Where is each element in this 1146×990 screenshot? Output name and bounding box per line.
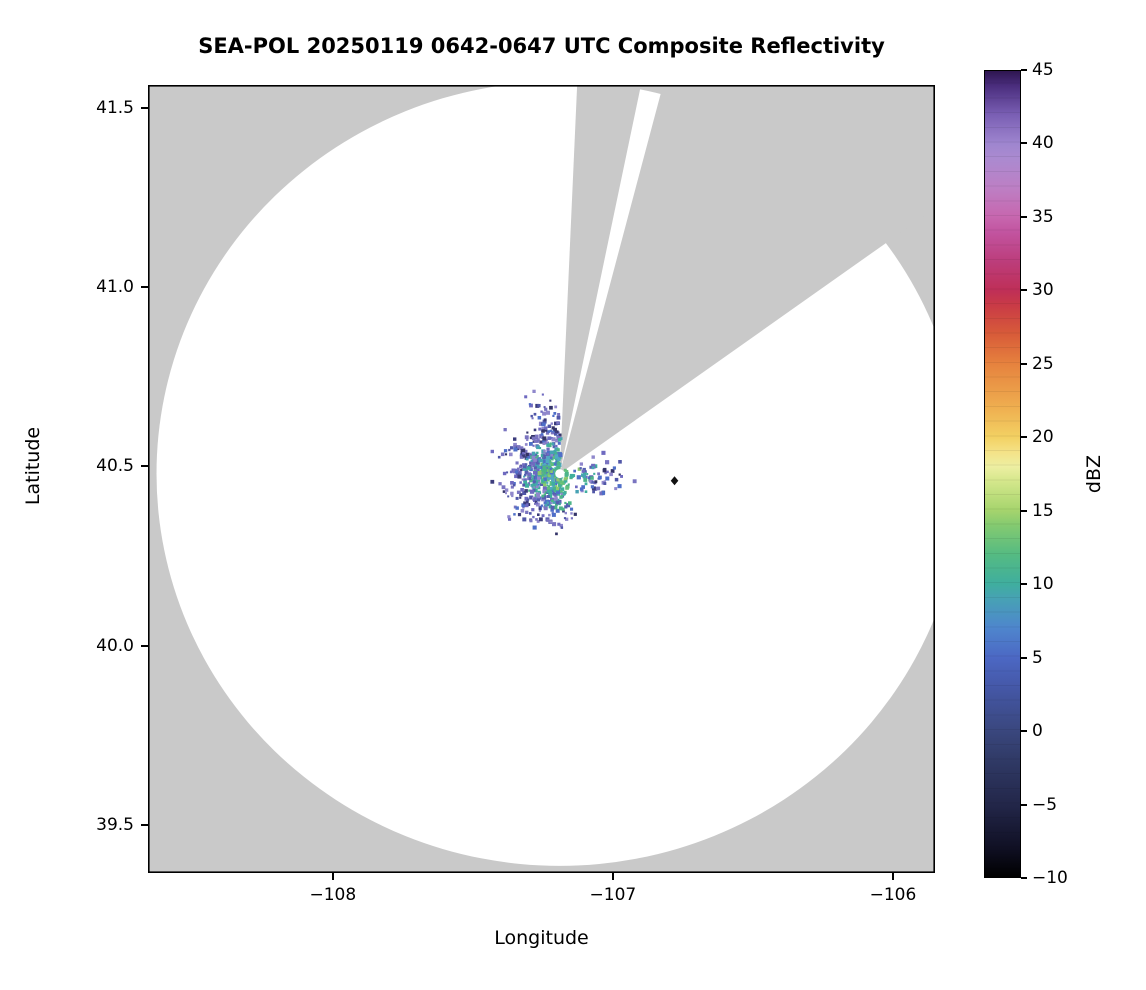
colorbar-tick-mark — [1021, 509, 1027, 512]
colorbar-tick-label: 30 — [1032, 280, 1054, 301]
y-tick-label: 39.5 — [96, 814, 134, 835]
y-tick-mark — [141, 465, 148, 468]
colorbar-tick-mark — [1021, 142, 1027, 145]
radar-plot-area — [148, 85, 935, 873]
chart-title: SEA-POL 20250119 0642-0647 UTC Composite… — [198, 34, 885, 58]
y-axis-label: Latitude — [22, 426, 44, 506]
colorbar-tick-label: 45 — [1032, 60, 1054, 80]
plot-border — [148, 85, 935, 873]
colorbar — [984, 70, 1021, 878]
colorbar-tick-mark — [1021, 215, 1027, 218]
colorbar-tick-label: −5 — [1032, 794, 1058, 815]
colorbar-tick-label: 35 — [1032, 206, 1054, 227]
y-tick-mark — [141, 823, 148, 826]
colorbar-tick-mark — [1021, 730, 1027, 733]
colorbar-tick-label: 20 — [1032, 427, 1054, 448]
colorbar-tick-mark — [1021, 583, 1027, 586]
x-tick-label: −106 — [869, 885, 917, 905]
x-tick-mark — [891, 873, 894, 880]
colorbar-tick-mark — [1021, 436, 1027, 439]
colorbar-tick-label: 15 — [1032, 500, 1054, 521]
y-tick-label: 40.0 — [96, 635, 134, 656]
colorbar-tick-label: 0 — [1032, 721, 1043, 742]
x-tick-label: −107 — [589, 885, 637, 905]
x-tick-label: −108 — [309, 885, 357, 905]
echo-speckles — [490, 389, 637, 536]
colorbar-tick-mark — [1021, 656, 1027, 659]
y-tick-mark — [141, 286, 148, 289]
y-tick-label: 40.5 — [96, 456, 134, 477]
colorbar-tick-mark — [1021, 69, 1027, 71]
colorbar-tick-mark — [1021, 362, 1027, 365]
site-diamond-marker — [670, 476, 679, 486]
y-tick-label: 41.0 — [96, 277, 134, 298]
colorbar-tick-label: 5 — [1032, 647, 1043, 668]
colorbar-tick-mark — [1021, 289, 1027, 292]
x-tick-mark — [331, 873, 334, 880]
blocked-sector — [559, 85, 935, 474]
colorbar-tick-mark — [1021, 877, 1027, 879]
colorbar-tick-label: 25 — [1032, 353, 1054, 374]
colorbar-tick-label: 10 — [1032, 574, 1054, 595]
colorbar-tick-label: 40 — [1032, 133, 1054, 154]
x-axis-label: Longitude — [494, 927, 589, 949]
y-tick-mark — [141, 107, 148, 110]
x-tick-mark — [611, 873, 614, 880]
colorbar-tick-label: −10 — [1032, 868, 1068, 888]
colorbar-tick-mark — [1021, 803, 1027, 806]
radar-site-dot — [555, 469, 565, 479]
y-tick-mark — [141, 644, 148, 647]
y-tick-label: 41.5 — [96, 98, 134, 119]
